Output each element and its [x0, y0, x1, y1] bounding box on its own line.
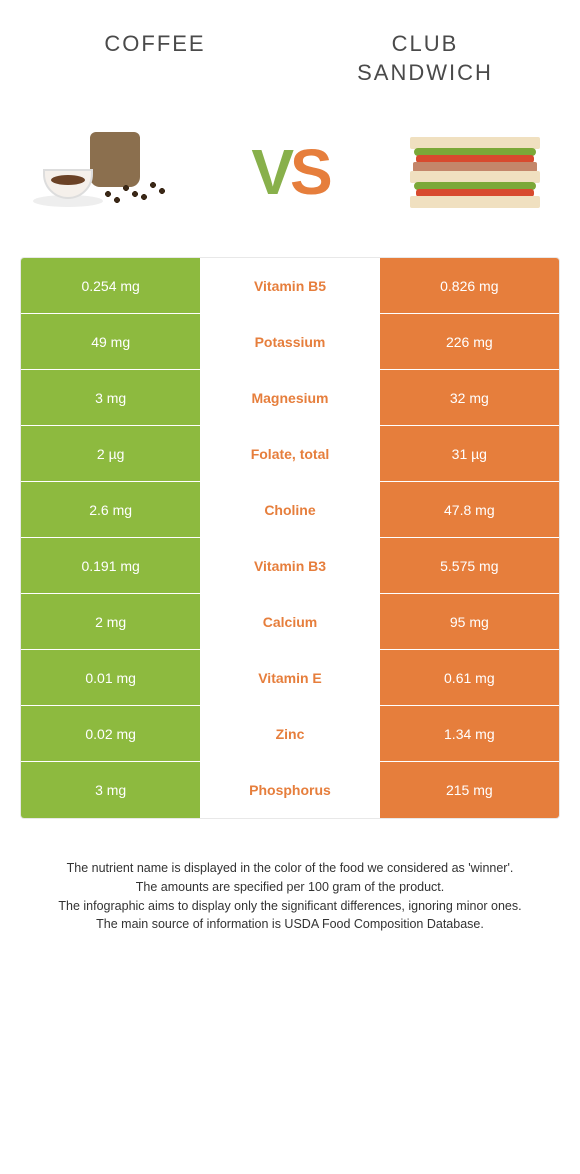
left-value: 2 µg	[21, 426, 200, 482]
right-value: 226 mg	[380, 314, 559, 370]
header: COFFEE CLUB SANDWICH	[0, 0, 580, 97]
left-value: 3 mg	[21, 370, 200, 426]
footer-notes: The nutrient name is displayed in the co…	[0, 819, 580, 934]
table-row: 2 µgFolate, total31 µg	[21, 426, 559, 482]
left-value: 0.191 mg	[21, 538, 200, 594]
vs-v: V	[251, 136, 290, 208]
right-value: 32 mg	[380, 370, 559, 426]
right-value: 0.826 mg	[380, 258, 559, 314]
vs-row: VS	[0, 97, 580, 257]
nutrient-label: Phosphorus	[200, 762, 379, 818]
vs-label: VS	[251, 135, 328, 209]
right-value: 95 mg	[380, 594, 559, 650]
table-row: 3 mgMagnesium32 mg	[21, 370, 559, 426]
right-value: 5.575 mg	[380, 538, 559, 594]
table-row: 3 mgPhosphorus215 mg	[21, 762, 559, 818]
right-value: 47.8 mg	[380, 482, 559, 538]
left-value: 3 mg	[21, 762, 200, 818]
right-value: 31 µg	[380, 426, 559, 482]
table-row: 0.01 mgVitamin E0.61 mg	[21, 650, 559, 706]
table-row: 2 mgCalcium95 mg	[21, 594, 559, 650]
sandwich-image	[390, 117, 560, 227]
nutrient-label: Zinc	[200, 706, 379, 762]
right-value: 0.61 mg	[380, 650, 559, 706]
right-value: 215 mg	[380, 762, 559, 818]
footer-line-1: The nutrient name is displayed in the co…	[30, 859, 550, 878]
left-value: 49 mg	[21, 314, 200, 370]
footer-line-2: The amounts are specified per 100 gram o…	[30, 878, 550, 897]
table-row: 0.254 mgVitamin B50.826 mg	[21, 258, 559, 314]
coffee-image	[20, 117, 190, 227]
nutrient-label: Vitamin B3	[200, 538, 379, 594]
left-value: 0.254 mg	[21, 258, 200, 314]
footer-line-3: The infographic aims to display only the…	[30, 897, 550, 916]
table-row: 49 mgPotassium226 mg	[21, 314, 559, 370]
nutrient-label: Vitamin E	[200, 650, 379, 706]
nutrient-label: Folate, total	[200, 426, 379, 482]
footer-line-4: The main source of information is USDA F…	[30, 915, 550, 934]
table-row: 0.191 mgVitamin B35.575 mg	[21, 538, 559, 594]
header-left: COFFEE	[20, 30, 290, 87]
left-value: 0.02 mg	[21, 706, 200, 762]
right-value: 1.34 mg	[380, 706, 559, 762]
nutrient-label: Choline	[200, 482, 379, 538]
table-row: 0.02 mgZinc1.34 mg	[21, 706, 559, 762]
header-right: CLUB SANDWICH	[290, 30, 560, 87]
left-value: 2.6 mg	[21, 482, 200, 538]
nutrient-table: 0.254 mgVitamin B50.826 mg49 mgPotassium…	[20, 257, 560, 819]
nutrient-label: Vitamin B5	[200, 258, 379, 314]
table-row: 2.6 mgCholine47.8 mg	[21, 482, 559, 538]
nutrient-label: Potassium	[200, 314, 379, 370]
nutrient-label: Magnesium	[200, 370, 379, 426]
header-right-line1: CLUB	[290, 30, 560, 59]
header-right-line2: SANDWICH	[290, 59, 560, 88]
left-value: 0.01 mg	[21, 650, 200, 706]
vs-s: S	[290, 136, 329, 208]
nutrient-label: Calcium	[200, 594, 379, 650]
left-value: 2 mg	[21, 594, 200, 650]
